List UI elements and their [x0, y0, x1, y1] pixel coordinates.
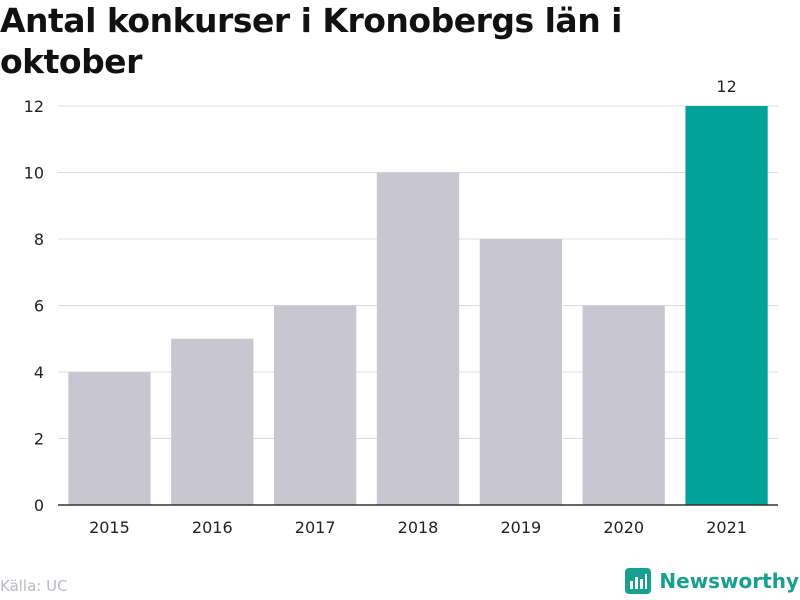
- source-note: Källa: UC: [0, 577, 68, 595]
- bar-2021: [685, 106, 768, 505]
- bars: [68, 106, 768, 505]
- brand-logo: Newsworthy: [625, 568, 799, 594]
- bar-2019: [479, 239, 562, 505]
- x-axis-ticks: 2015 2016 2017 2018 2019 2020 2021: [89, 518, 747, 537]
- x-tick-label: 2020: [603, 518, 644, 537]
- brand-name: Newsworthy: [659, 569, 799, 593]
- y-tick-label: 12: [24, 97, 44, 116]
- y-tick-label: 10: [24, 164, 44, 183]
- x-tick-label: 2018: [398, 518, 439, 537]
- x-tick-label: 2016: [192, 518, 233, 537]
- bar-2015: [68, 372, 151, 505]
- x-tick-label: 2015: [89, 518, 130, 537]
- bar-2018: [376, 172, 460, 505]
- bar-2017: [274, 305, 357, 505]
- y-tick-label: 4: [34, 363, 44, 382]
- x-tick-label: 2019: [500, 518, 541, 537]
- bar-2020: [582, 305, 665, 505]
- y-tick-label: 0: [34, 496, 44, 515]
- newsworthy-logo-icon: [625, 568, 652, 594]
- chart-title: Antal konkurser i Kronobergs län i oktob…: [0, 1, 623, 81]
- data-labels: 12: [716, 77, 736, 96]
- x-tick-label: 2021: [706, 518, 747, 537]
- y-tick-label: 6: [34, 297, 44, 316]
- y-tick-label: 2: [34, 430, 44, 449]
- data-label: 12: [716, 77, 736, 96]
- bar-2016: [171, 338, 254, 505]
- y-axis-ticks: 0 2 4 6 8 10 12: [24, 97, 44, 515]
- x-tick-label: 2017: [295, 518, 336, 537]
- y-tick-label: 8: [34, 230, 44, 249]
